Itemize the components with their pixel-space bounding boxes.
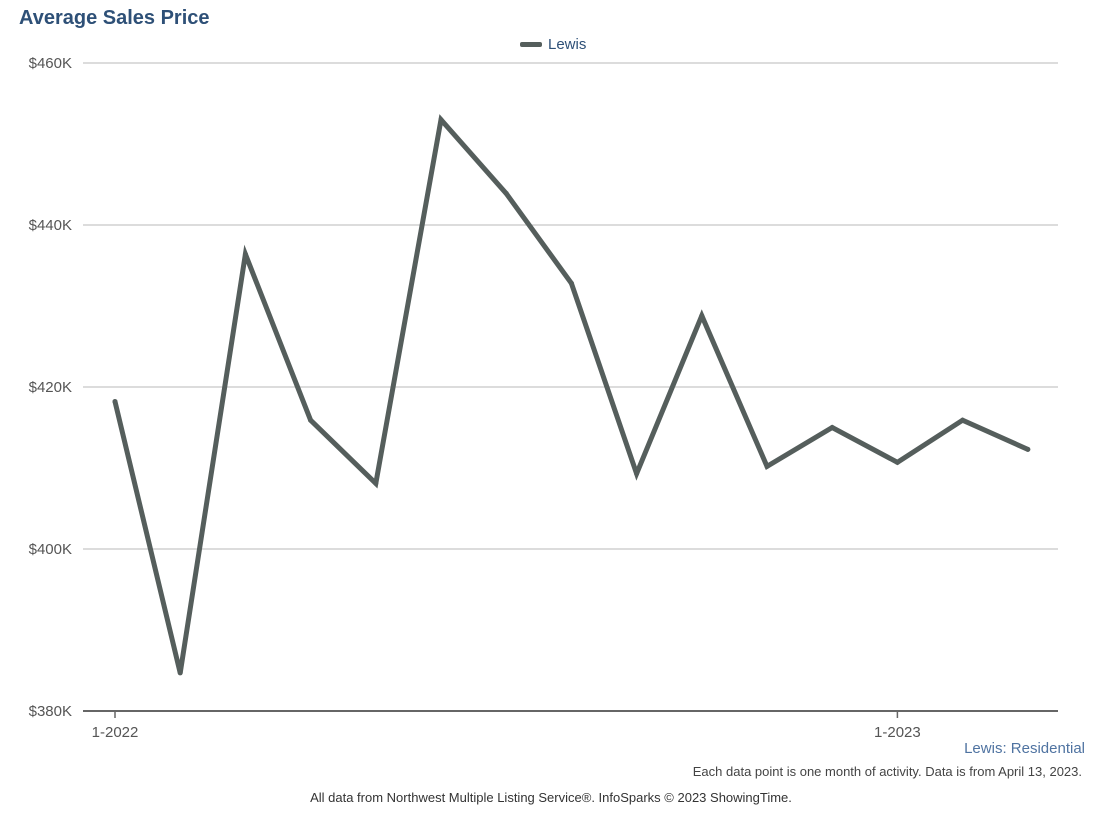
chart-subtitle: Lewis: Residential — [964, 740, 1085, 757]
data-point[interactable] — [829, 425, 835, 430]
chart-title: Average Sales Price — [19, 7, 210, 29]
y-tick-label: $380K — [29, 703, 72, 720]
legend-swatch — [520, 42, 542, 47]
y-tick-label: $460K — [29, 55, 72, 72]
series-line-lewis — [112, 114, 1031, 674]
data-point[interactable] — [634, 471, 640, 477]
x-axis-ticks: 1-2022 1-2023 — [92, 711, 921, 741]
legend-label: Lewis — [548, 36, 587, 53]
data-point[interactable] — [764, 463, 770, 469]
x-tick-label: 1-2022 — [92, 724, 139, 741]
legend[interactable]: Lewis — [520, 36, 586, 53]
data-point[interactable] — [960, 417, 966, 423]
source-credit: All data from Northwest Multiple Listing… — [310, 790, 792, 805]
y-tick-label: $400K — [29, 541, 72, 558]
y-tick-label: $440K — [29, 217, 72, 234]
data-point[interactable] — [308, 417, 314, 423]
data-note: Each data point is one month of activity… — [692, 764, 1082, 779]
data-point[interactable] — [373, 480, 379, 486]
data-point[interactable] — [177, 670, 183, 676]
data-point[interactable] — [699, 313, 705, 319]
y-tick-label: $420K — [29, 379, 72, 396]
series-layer — [112, 114, 1031, 676]
data-point[interactable] — [894, 459, 900, 465]
x-tick-label: 1-2023 — [874, 724, 921, 741]
data-point[interactable] — [438, 117, 444, 123]
data-point[interactable] — [112, 399, 118, 405]
data-point[interactable] — [242, 251, 248, 257]
data-point[interactable] — [568, 280, 574, 286]
data-point[interactable] — [1025, 446, 1031, 452]
grid — [83, 62, 1058, 712]
data-point[interactable] — [503, 190, 509, 196]
y-axis-ticks: $460K $440K $420K $400K $380K — [29, 55, 72, 720]
